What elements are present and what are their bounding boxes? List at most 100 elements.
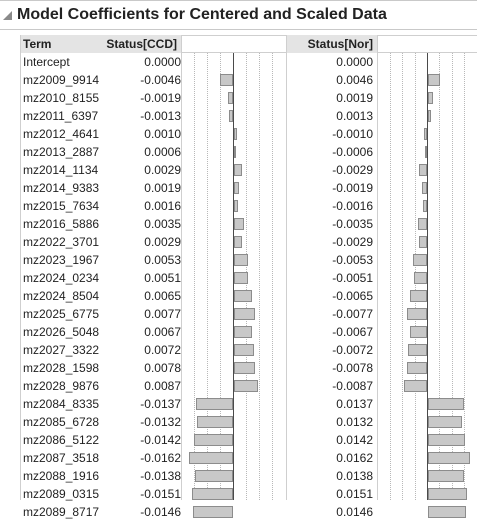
coefficient-bar [234,272,248,284]
coefficient-bar [428,470,464,482]
column-header-ccd-label[interactable]: Status[CCD] [106,37,177,51]
table-row: mz2013_2887 0.0006 -0.0006 [21,143,477,161]
term-cell: mz2022_3701 [23,235,100,249]
nor-value-cell: -0.0006 [332,145,373,159]
coefficient-bar [410,290,427,302]
table-row: mz2087_3518 -0.0162 0.0162 [21,449,477,467]
coefficient-bar [406,308,427,320]
ccd-value-cell: -0.0162 [140,451,181,465]
nor-value-cell: -0.0035 [332,217,373,231]
term-cell: mz2014_1134 [23,163,99,177]
nor-value-cell: -0.0051 [332,271,373,285]
nor-value-cell: -0.0019 [332,181,373,195]
nor-value-cell: 0.0013 [336,109,373,123]
coefficient-bar [234,326,253,338]
term-cell: mz2087_3518 [23,451,100,465]
term-cell: mz2028_9876 [23,379,100,393]
term-cell: mz2026_5048 [23,325,100,339]
coefficient-bar [413,254,427,266]
coefficient-bar [234,290,252,302]
table-row: mz2088_1916 -0.0138 0.0138 [21,467,477,485]
ccd-value-cell: -0.0013 [140,109,181,123]
term-cell: mz2023_1967 [23,253,100,267]
nor-value-cell: -0.0029 [332,235,373,249]
term-cell: mz2089_0315 [23,487,100,501]
ccd-bar-plot [181,53,287,518]
coefficient-bar [404,380,427,392]
nor-value-cell: -0.0053 [332,253,373,267]
coefficient-bar [234,254,249,266]
nor-value-cell: -0.0016 [332,199,373,213]
ccd-value-cell: 0.0010 [144,127,181,141]
table-row: mz2011_6397 -0.0013 0.0013 [21,107,477,125]
coefficient-bar [234,218,244,230]
column-header-term-label: Term [23,37,52,51]
coefficient-bar [197,416,233,428]
coefficient-bar [428,398,464,410]
table-row: mz2026_5048 0.0067 -0.0067 [21,323,477,341]
ccd-value-cell: 0.0053 [144,253,181,267]
grid-line [207,53,209,500]
nor-value-cell: -0.0029 [332,163,373,177]
grid-line [451,53,453,500]
coefficient-bar [408,344,427,356]
coefficient-bar [428,434,465,446]
term-cell: mz2009_9914 [23,73,100,87]
term-cell: mz2089_8717 [23,505,100,519]
ccd-value-cell: 0.0087 [144,379,181,393]
term-cell: mz2024_0234 [23,271,100,285]
ccd-value-cell: 0.0016 [144,199,181,213]
nor-value-cell: -0.0077 [332,307,373,321]
ccd-value-cell: -0.0046 [140,73,181,87]
grid-line [464,53,466,500]
grid-line [439,53,441,500]
coefficient-bar [419,236,427,248]
coefficient-bar [234,182,240,194]
ccd-value-cell: 0.0029 [144,163,181,177]
coefficient-bar [234,200,239,212]
table-row: mz2025_6775 0.0077 -0.0077 [21,305,477,323]
table-row: mz2089_8717 -0.0146 0.0146 [21,503,477,521]
ccd-value-cell: 0.0077 [144,307,181,321]
coefficient-bar [406,362,427,374]
coefficient-bar [428,452,471,464]
nor-value-cell: -0.0067 [332,325,373,339]
nor-bar-plot [377,53,477,518]
coefficient-bar [234,380,258,392]
ccd-value-cell: 0.0035 [144,217,181,231]
ccd-value-cell: -0.0137 [140,397,181,411]
coefficient-bar [227,92,233,104]
table-row: mz2024_0234 0.0051 -0.0051 [21,269,477,287]
term-cell: mz2084_8335 [23,397,100,411]
term-cell: mz2010_8155 [23,91,100,105]
coefficient-bar [428,110,432,122]
nor-bar-header [377,35,477,53]
term-cell: mz2011_6397 [23,109,99,123]
nor-value-cell: 0.0151 [336,487,373,501]
nor-value-cell: 0.0162 [336,451,373,465]
coefficient-bar [188,452,233,464]
nor-value-cell: 0.0138 [336,469,373,483]
coefficient-bar [419,164,427,176]
term-cell: mz2013_2887 [23,145,100,159]
ccd-bar-header [181,35,287,53]
coefficient-bar [428,74,440,86]
column-header-term[interactable]: Term Status[CCD] [21,35,181,53]
grid-line [271,53,273,500]
coefficient-bar [413,272,427,284]
coefficient-bar [229,110,233,122]
zero-axis-line [427,53,428,500]
nor-value-cell: -0.0072 [332,343,373,357]
table-row: mz2023_1967 0.0053 -0.0053 [21,251,477,269]
column-header-nor[interactable]: Status[Nor] [287,35,377,53]
coefficient-bar [195,398,233,410]
table-row: mz2086_5122 -0.0142 0.0142 [21,431,477,449]
grid-line [389,53,391,500]
coefficient-bar [234,128,237,140]
disclosure-triangle-icon[interactable] [3,11,12,20]
ccd-value-cell: -0.0132 [140,415,181,429]
nor-value-cell: 0.0142 [336,433,373,447]
ccd-value-cell: -0.0138 [140,469,181,483]
ccd-value-cell: -0.0151 [140,487,181,501]
term-cell: mz2025_6775 [23,307,100,321]
